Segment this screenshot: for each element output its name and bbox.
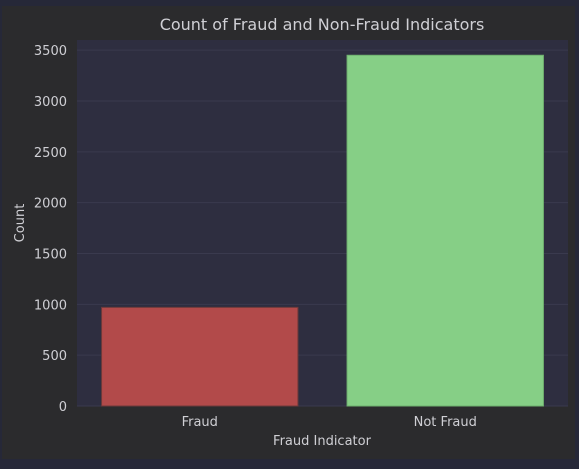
chart-title: Count of Fraud and Non-Fraud Indicators [160,15,485,34]
y-tick-label: 3000 [34,95,67,110]
y-tick-label: 2500 [34,146,67,161]
x-axis-ticks: Fraud Not Fraud [182,415,477,430]
y-tick-label: 500 [42,349,67,364]
x-tick-label: Fraud [182,415,218,430]
y-tick-label: 1500 [34,248,67,263]
bars [101,54,544,407]
y-axis-label: Count [13,204,28,243]
y-axis-ticks: 0 500 1000 1500 2000 2500 3000 3500 [34,44,67,415]
x-tick-label: Not Fraud [414,415,477,430]
y-tick-label: 2000 [34,197,67,212]
x-axis-label: Fraud Indicator [273,434,372,449]
bar-fraud [101,306,299,407]
bar-not-fraud [346,54,544,407]
y-tick-label: 1000 [34,298,67,313]
y-tick-label: 0 [59,400,67,415]
y-tick-label: 3500 [34,44,67,59]
